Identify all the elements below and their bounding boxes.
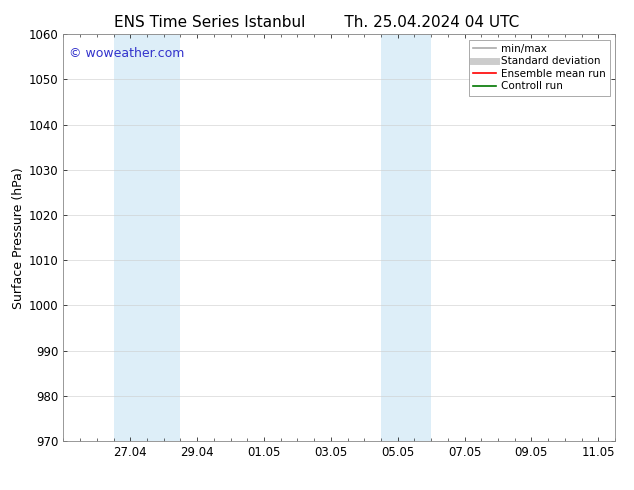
Text: © woweather.com: © woweather.com	[69, 47, 184, 59]
Y-axis label: Surface Pressure (hPa): Surface Pressure (hPa)	[11, 167, 25, 309]
Bar	[113, 34, 181, 441]
Legend: min/max, Standard deviation, Ensemble mean run, Controll run: min/max, Standard deviation, Ensemble me…	[469, 40, 610, 96]
Bar	[381, 34, 431, 441]
Text: ENS Time Series Istanbul        Th. 25.04.2024 04 UTC: ENS Time Series Istanbul Th. 25.04.2024 …	[114, 15, 520, 30]
